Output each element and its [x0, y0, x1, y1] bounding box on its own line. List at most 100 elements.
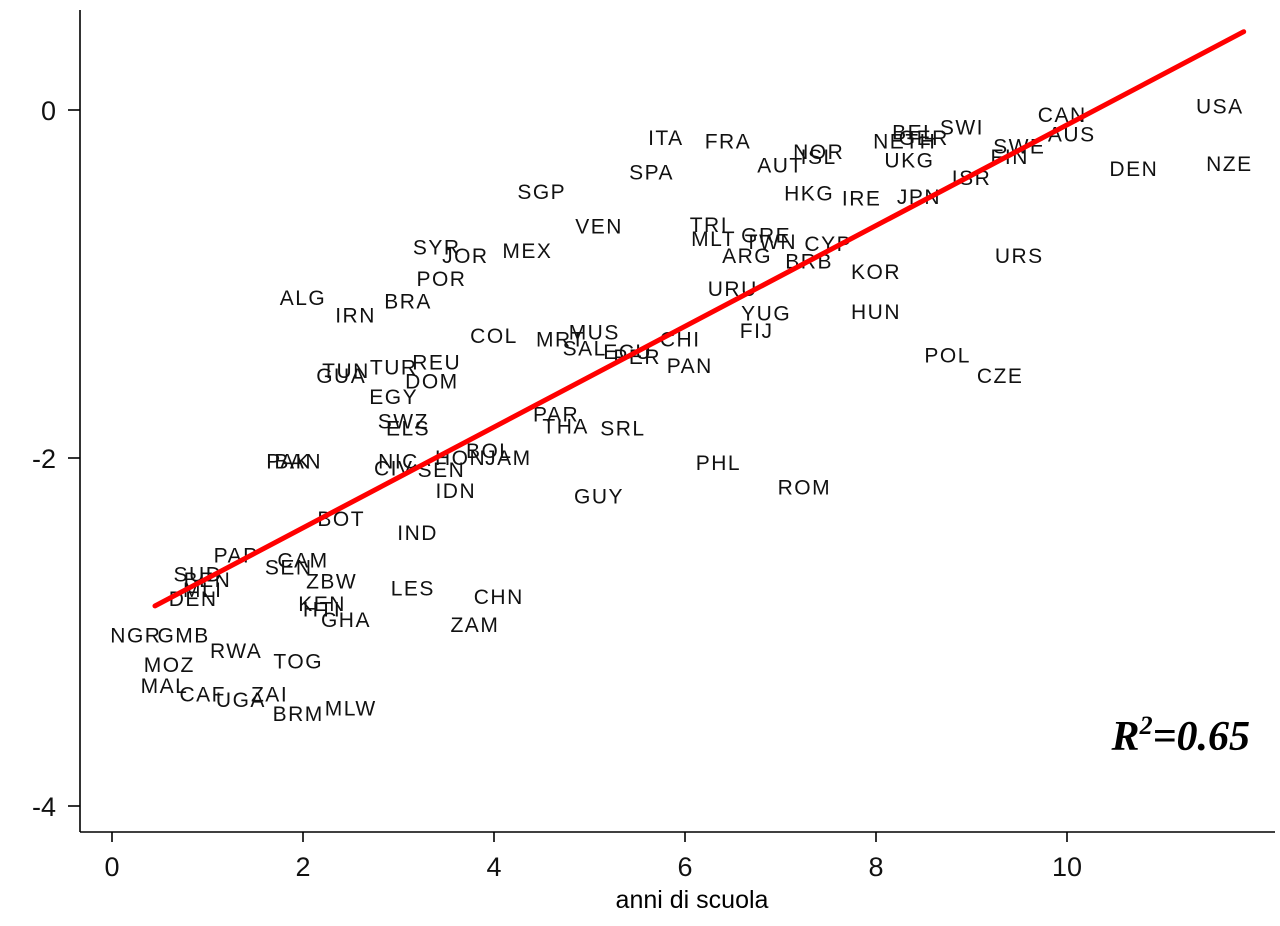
- x-tick-label: 4: [486, 852, 501, 882]
- country-point-label: GMB: [157, 624, 209, 647]
- country-point-label: BOT: [317, 508, 365, 531]
- y-tick-label: -2: [32, 444, 56, 474]
- country-point-label: AUT: [757, 155, 804, 178]
- country-point-label: GUY: [574, 485, 624, 508]
- country-point-label: HKG: [784, 183, 834, 206]
- country-point-label: AUS: [1048, 123, 1096, 146]
- country-point-label: HTI: [303, 598, 341, 621]
- country-point-label: IDN: [435, 480, 476, 503]
- country-point-label: MAL: [141, 675, 189, 698]
- country-point-label: ELS: [386, 417, 430, 440]
- country-point-label: BEL: [892, 122, 936, 145]
- country-point-label: ECU: [603, 341, 652, 364]
- y-axis-ticks: 0 -2 -4: [32, 96, 80, 822]
- country-point-label: CIV: [374, 457, 414, 480]
- country-point-label: ZBW: [306, 571, 357, 594]
- r2-base: R: [1111, 714, 1140, 760]
- country-point-label: SGP: [517, 181, 566, 204]
- country-points: USANZECANAUSDENSWISWEFINISRBELNETHGERUKG…: [110, 96, 1253, 726]
- country-point-label: UGA: [216, 689, 266, 712]
- country-point-label: MRT: [536, 329, 586, 352]
- country-point-label: CAF: [179, 684, 226, 707]
- country-point-label: POL: [924, 344, 971, 367]
- x-tick-label: 10: [1052, 852, 1082, 882]
- country-point-label: TUN: [322, 360, 370, 383]
- x-tick-label: 2: [295, 852, 310, 882]
- country-point-label: ITA: [648, 127, 684, 150]
- country-point-label: REU: [412, 351, 461, 374]
- country-point-label: SRL: [600, 417, 645, 440]
- y-tick-label: -4: [32, 792, 56, 822]
- country-point-label: PAK: [266, 450, 311, 473]
- x-tick-label: 0: [104, 852, 119, 882]
- country-point-label: CZE: [977, 365, 1024, 388]
- country-point-label: BRA: [384, 290, 432, 313]
- country-point-label: ALG: [280, 287, 327, 310]
- country-point-label: NGR: [110, 624, 161, 647]
- regression-line: [152, 29, 1247, 609]
- plot-axes: [79, 10, 1275, 833]
- country-point-label: SWI: [940, 116, 984, 139]
- r2-annotation: R2=0.65: [1111, 711, 1250, 760]
- x-axis-label: anni di scuola: [616, 886, 769, 914]
- x-axis-label-text: anni di scuola: [616, 886, 769, 914]
- country-point-label: THA: [542, 416, 589, 439]
- country-point-label: GUA: [316, 365, 366, 388]
- country-point-label: MLW: [325, 698, 377, 721]
- x-tick-label: 8: [868, 852, 883, 882]
- country-point-label: NOR: [793, 141, 844, 164]
- x-axis-ticks: 0 2 4 6 8 10: [104, 832, 1082, 882]
- y-tick-label: 0: [41, 96, 56, 126]
- country-point-label: PAP: [214, 544, 259, 567]
- country-point-label: GER: [899, 127, 949, 150]
- country-point-label: GRE: [741, 224, 791, 247]
- country-point-label: TUR: [370, 357, 418, 380]
- country-point-label: SEN: [418, 459, 466, 482]
- country-point-label: EGY: [369, 386, 418, 409]
- country-point-label: SAL: [563, 337, 607, 360]
- country-point-label: SYR: [413, 236, 461, 259]
- country-point-label: TRI: [690, 214, 728, 237]
- country-point-label: NETH: [873, 130, 936, 153]
- country-point-label: BOL: [466, 440, 513, 463]
- country-point-label: ZAI: [251, 684, 288, 707]
- country-point-label: SWZ: [378, 410, 429, 433]
- country-point-label: TWN: [745, 231, 797, 254]
- country-point-label: UKG: [884, 149, 934, 172]
- country-point-label: CHI: [660, 329, 701, 352]
- country-point-label: CHN: [474, 586, 524, 609]
- country-point-label: NZE: [1206, 153, 1253, 176]
- country-point-label: JPN: [897, 186, 941, 209]
- country-point-label: COL: [470, 325, 518, 348]
- x-tick-label: 6: [677, 852, 692, 882]
- country-point-label: PAN: [667, 355, 713, 378]
- country-point-label: DEN: [1109, 158, 1158, 181]
- country-point-label: IND: [397, 522, 438, 545]
- country-point-label: LES: [391, 578, 435, 601]
- country-point-label: YUG: [741, 303, 791, 326]
- country-point-label: POR: [416, 268, 466, 291]
- country-point-label: MEX: [502, 240, 552, 263]
- country-point-label: IRE: [842, 188, 882, 211]
- country-point-label: TOG: [273, 651, 323, 674]
- country-point-label: BRM: [273, 703, 324, 726]
- country-point-label: URS: [995, 245, 1044, 268]
- country-point-label: KOR: [851, 261, 901, 284]
- country-point-label: MLT: [691, 228, 736, 251]
- country-point-label: VEN: [575, 216, 623, 239]
- country-point-label: DOM: [405, 370, 459, 393]
- country-point-label: KEN: [298, 593, 346, 616]
- country-point-label: IRN: [335, 304, 376, 327]
- country-point-label: DEN: [169, 588, 218, 611]
- r2-value: =0.65: [1153, 714, 1250, 760]
- country-point-label: PHL: [696, 452, 741, 475]
- r2-superscript: 2: [1139, 711, 1153, 740]
- country-point-label: JAM: [485, 447, 532, 470]
- country-point-label: ROM: [778, 477, 832, 500]
- country-point-label: MUS: [569, 322, 620, 345]
- country-point-label: SEN: [265, 557, 313, 580]
- country-point-label: MOZ: [144, 654, 195, 677]
- country-point-label: CYP: [804, 233, 852, 256]
- country-point-label: SUD: [174, 564, 223, 587]
